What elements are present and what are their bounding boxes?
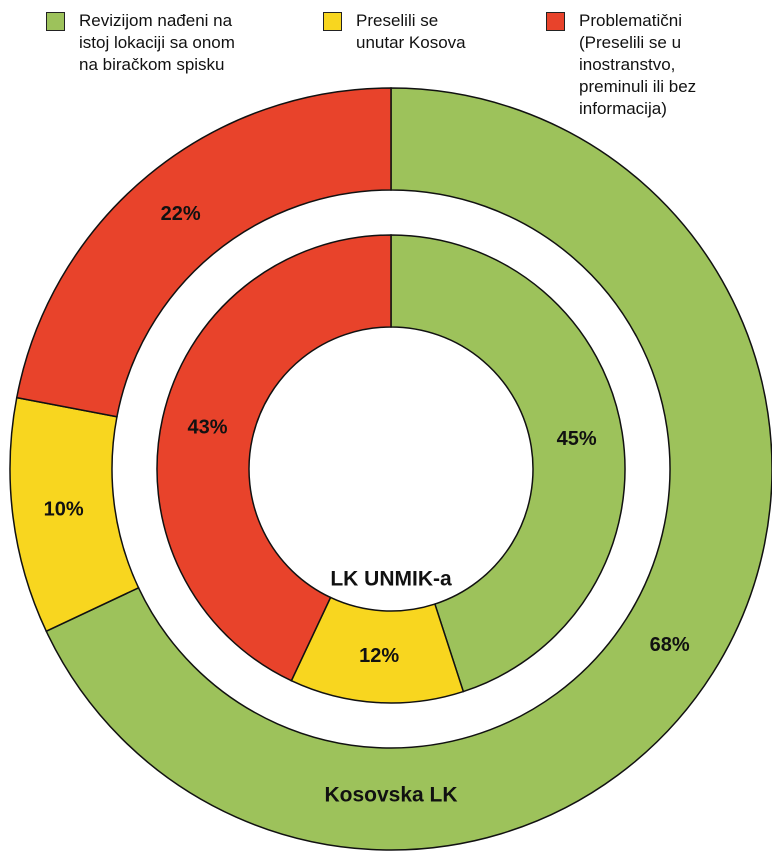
- ring-label: LK UNMIK-a: [330, 568, 452, 591]
- legend-item: Problematični (Preselili se u inostranst…: [546, 10, 696, 120]
- legend-item: Preselili se unutar Kosova: [323, 10, 466, 54]
- data-label: 22%: [161, 203, 201, 225]
- data-label: 43%: [188, 416, 228, 438]
- donut-segment: [15, 87, 392, 418]
- legend-label: Problematični (Preselili se u inostranst…: [579, 11, 697, 118]
- legend-label: Preselili se unutar Kosova: [356, 11, 466, 52]
- data-label: 45%: [557, 428, 597, 450]
- legend-swatch: [323, 12, 342, 31]
- legend-swatch: [46, 12, 65, 31]
- data-label: 10%: [44, 499, 84, 521]
- legend-item: Revizijom nađeni na istoj lokaciji sa on…: [46, 10, 235, 76]
- legend-label: Revizijom nađeni na istoj lokaciji sa on…: [79, 11, 235, 74]
- donut-segment: [390, 234, 626, 693]
- donut-segment: [45, 87, 772, 851]
- data-label: 68%: [650, 634, 690, 656]
- legend-swatch: [546, 12, 565, 31]
- ring-label: Kosovska LK: [324, 784, 457, 807]
- donut-segment: [156, 234, 392, 682]
- data-label: 12%: [359, 645, 399, 667]
